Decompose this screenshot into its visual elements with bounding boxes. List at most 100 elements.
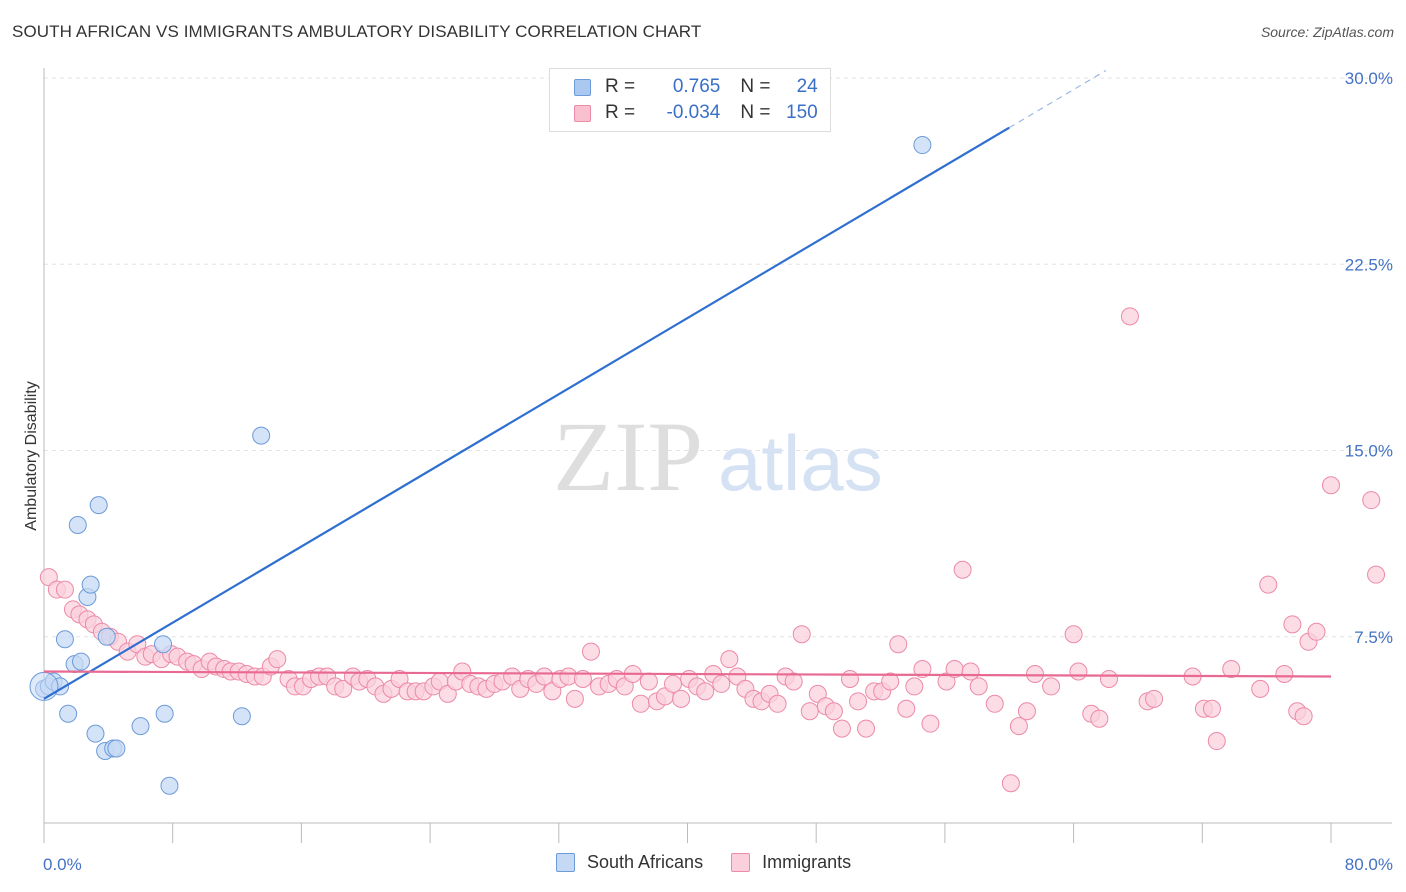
point-immigrant xyxy=(969,677,988,696)
point-immigrant xyxy=(565,689,584,708)
legend-swatch-blue xyxy=(574,78,591,96)
point-south-african xyxy=(232,707,251,726)
correlation-legend: R = 0.765 N = 24 R = -0.034 N = 150 xyxy=(549,68,831,132)
point-immigrant xyxy=(1275,665,1294,683)
point-immigrant xyxy=(268,650,287,669)
tick-labels: 7.5% 15.0% 22.5% 30.0% 0.0% 80.0% xyxy=(43,69,1393,874)
point-immigrant xyxy=(1099,669,1118,688)
point-south-african xyxy=(131,717,150,736)
point-immigrant xyxy=(581,642,600,661)
y-axis-label: Ambulatory Disability xyxy=(23,381,40,530)
trend-lines xyxy=(43,70,1332,700)
x-tick-label-max: 80.0% xyxy=(1345,855,1393,874)
point-south-african xyxy=(160,776,179,795)
point-immigrant xyxy=(1025,665,1044,683)
point-immigrant xyxy=(1145,689,1164,708)
point-immigrant xyxy=(921,714,940,733)
source-attribution: Source: ZipAtlas.com xyxy=(1260,24,1394,40)
point-immigrant xyxy=(1367,565,1386,584)
point-immigrant xyxy=(913,660,932,679)
watermark-atlas: atlas xyxy=(718,419,883,507)
point-south-african xyxy=(59,704,78,723)
point-immigrant xyxy=(334,679,353,698)
point-immigrant xyxy=(897,699,916,718)
point-immigrant xyxy=(1042,677,1061,696)
point-south-african xyxy=(97,627,116,646)
legend-r-label: R = xyxy=(605,76,641,97)
point-immigrant xyxy=(985,694,1004,713)
point-immigrant xyxy=(1251,679,1270,698)
legend-r-label: R = xyxy=(605,102,641,123)
y-tick-label: 22.5% xyxy=(1345,255,1393,274)
point-immigrant xyxy=(1069,662,1088,681)
point-immigrant xyxy=(1207,732,1226,751)
legend-label-south-africans: South Africans xyxy=(587,852,704,872)
point-immigrant xyxy=(535,667,554,686)
trend-line-south-africans-extension xyxy=(1008,70,1107,129)
point-immigrant xyxy=(905,677,924,696)
legend-swatch-south-africans xyxy=(556,853,575,872)
point-immigrant xyxy=(1362,491,1381,510)
legend-label-immigrants: Immigrants xyxy=(762,852,852,872)
point-south-african xyxy=(72,652,91,671)
legend-n-label: N = xyxy=(740,102,776,123)
point-immigrant xyxy=(1064,625,1083,644)
point-immigrant xyxy=(1090,709,1109,728)
legend-row-south-africans: R = 0.765 N = 24 xyxy=(574,74,818,100)
x-tick-label-min: 0.0% xyxy=(43,855,82,874)
point-south-african xyxy=(913,136,932,155)
point-south-african xyxy=(252,426,271,445)
point-immigrant xyxy=(1120,307,1139,326)
point-immigrant xyxy=(1009,717,1028,736)
point-south-african xyxy=(81,575,100,594)
point-south-african xyxy=(89,496,108,515)
gridlines xyxy=(44,77,1392,638)
point-immigrant xyxy=(631,694,650,713)
point-immigrant xyxy=(664,674,683,693)
point-immigrant xyxy=(1222,660,1241,679)
legend-n-label: N = xyxy=(740,76,776,97)
legend-n-value: 24 xyxy=(796,76,818,97)
point-immigrant xyxy=(1001,774,1020,793)
watermark-zip: ZIP xyxy=(553,401,703,512)
point-immigrant xyxy=(824,702,843,721)
legend-row-immigrants: R = -0.034 N = 150 xyxy=(574,100,818,126)
legend-n-value: 150 xyxy=(786,102,818,123)
point-immigrant xyxy=(800,702,819,721)
point-south-african-cluster xyxy=(29,671,59,701)
point-immigrant xyxy=(840,669,859,688)
point-immigrant xyxy=(672,689,691,708)
point-immigrant xyxy=(881,672,900,691)
point-immigrant xyxy=(1322,476,1340,495)
point-immigrant xyxy=(639,672,658,691)
legend-r-value: -0.034 xyxy=(666,102,721,123)
point-immigrant xyxy=(768,694,787,713)
point-south-african xyxy=(107,739,126,758)
legend-r-value: 0.765 xyxy=(672,76,721,97)
point-immigrant xyxy=(1294,707,1313,726)
point-immigrant xyxy=(1307,622,1326,641)
trend-line-south-africans xyxy=(43,126,1010,700)
point-immigrant xyxy=(573,669,592,688)
point-immigrant xyxy=(857,719,876,738)
legend-swatch-immigrants xyxy=(731,853,751,872)
point-immigrant xyxy=(55,580,74,599)
point-immigrant xyxy=(849,692,868,711)
legend-swatch-pink xyxy=(574,104,591,122)
point-south-african xyxy=(154,635,173,654)
point-immigrant xyxy=(792,625,811,644)
legend-item-south-africans[interactable]: South Africans xyxy=(556,852,703,873)
point-immigrant xyxy=(961,662,980,681)
point-south-african xyxy=(86,724,105,743)
y-tick-label: 7.5% xyxy=(1354,628,1393,647)
legend-item-immigrants[interactable]: Immigrants xyxy=(731,852,851,873)
point-immigrant xyxy=(1202,699,1221,718)
y-tick-label: 30.0% xyxy=(1345,69,1393,88)
y-tick-label: 15.0% xyxy=(1345,442,1393,461)
point-immigrant xyxy=(889,635,908,654)
data-points xyxy=(29,136,1386,795)
point-immigrant xyxy=(712,674,731,693)
point-immigrant xyxy=(1017,702,1036,721)
point-immigrant xyxy=(720,650,739,669)
